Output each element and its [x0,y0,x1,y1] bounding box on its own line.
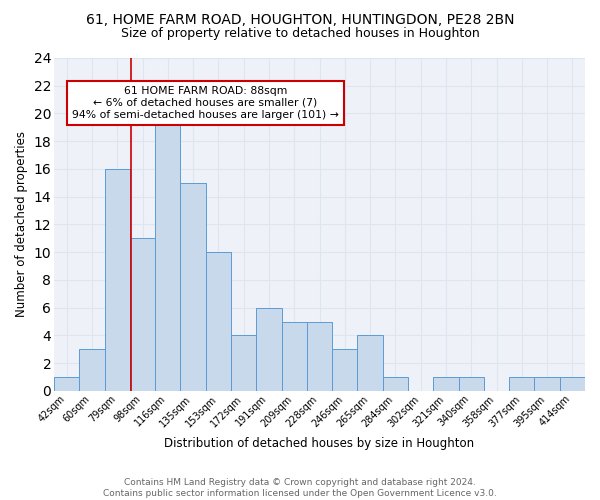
Bar [155,114,181,391]
Bar [383,377,408,391]
Bar [509,377,535,391]
Bar [358,336,383,391]
Bar [181,183,206,391]
Bar [231,336,256,391]
Bar [281,322,307,391]
Bar [433,377,458,391]
Text: 61, HOME FARM ROAD, HOUGHTON, HUNTINGDON, PE28 2BN: 61, HOME FARM ROAD, HOUGHTON, HUNTINGDON… [86,12,514,26]
Text: Size of property relative to detached houses in Houghton: Size of property relative to detached ho… [121,28,479,40]
Bar [79,350,104,391]
Bar [535,377,560,391]
X-axis label: Distribution of detached houses by size in Houghton: Distribution of detached houses by size … [164,437,475,450]
Bar [560,377,585,391]
Y-axis label: Number of detached properties: Number of detached properties [15,132,28,318]
Bar [130,238,155,391]
Text: 61 HOME FARM ROAD: 88sqm
← 6% of detached houses are smaller (7)
94% of semi-det: 61 HOME FARM ROAD: 88sqm ← 6% of detache… [72,86,339,120]
Bar [104,169,130,391]
Bar [307,322,332,391]
Text: Contains HM Land Registry data © Crown copyright and database right 2024.
Contai: Contains HM Land Registry data © Crown c… [103,478,497,498]
Bar [256,308,281,391]
Bar [332,350,358,391]
Bar [54,377,79,391]
Bar [206,252,231,391]
Bar [458,377,484,391]
